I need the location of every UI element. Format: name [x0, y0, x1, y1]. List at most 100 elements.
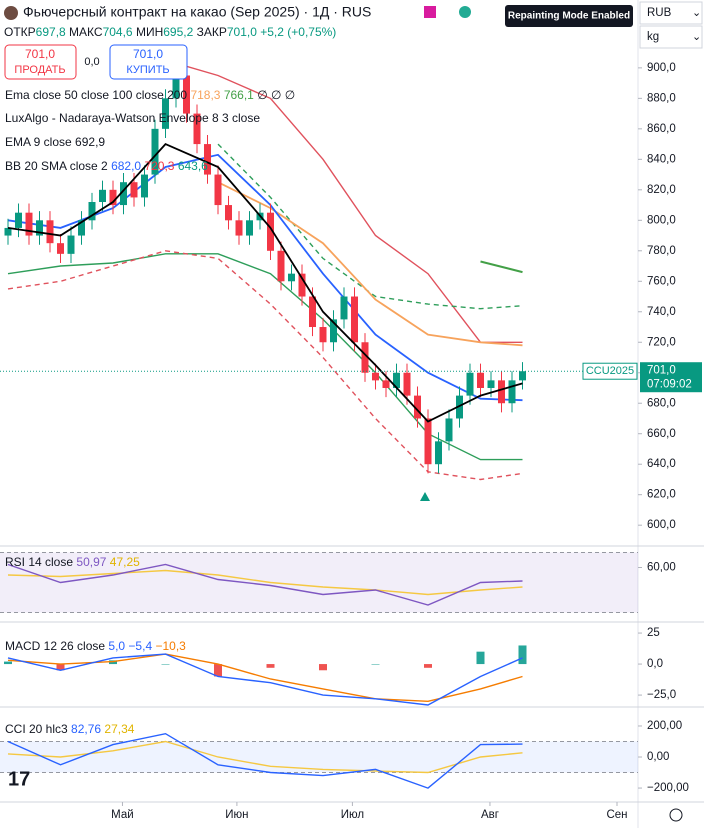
macd-hist-bar [371, 664, 380, 665]
chevron: ⌄ [692, 7, 701, 19]
candle-body [361, 342, 369, 373]
ohlc-change: +5,2 (+0,75%) [260, 25, 336, 39]
candle-body [277, 250, 285, 282]
level-band [0, 741, 638, 773]
legend-title: EMA 9 close [5, 135, 72, 149]
sell-label: ПРОДАТЬ [14, 64, 65, 76]
indicator-line [7, 253, 523, 461]
indicator-line [7, 653, 523, 706]
indicator-line [7, 653, 523, 703]
legend-value: 692,9 [75, 135, 105, 149]
ohlc-label: ОТКР [4, 25, 36, 39]
indicator-line [7, 732, 523, 789]
status-icon[interactable] [459, 6, 471, 18]
candle-body [477, 372, 484, 388]
x-tick-label: Сен [606, 809, 627, 821]
buy-button[interactable] [109, 44, 188, 80]
candle-body [466, 372, 474, 396]
ohlc-value: 695,2 [163, 25, 193, 39]
candle-body [46, 220, 54, 244]
y-tick-label: 840,0 [647, 153, 676, 165]
candle-body [435, 441, 442, 465]
candle-body [382, 380, 390, 388]
candle-body [498, 380, 505, 404]
candle-body [183, 75, 190, 114]
unit: kg [647, 31, 659, 43]
candle-body [246, 220, 253, 236]
legend: RSI 14 close 50,97 47,25 [5, 555, 140, 569]
candle-body [214, 174, 222, 206]
legend-title: Ema close 50 close 100 close 200 [5, 88, 187, 102]
candle-body [235, 220, 243, 236]
candle-body [172, 75, 180, 99]
y-tick-label: 600,0 [647, 519, 676, 531]
candle-body [393, 372, 400, 388]
legend: CCI 20 hlc3 82,76 27,34 [5, 722, 135, 736]
y-tick-label: 0,0 [647, 658, 663, 670]
y-tick-label: −25,0 [647, 689, 676, 701]
title: Фьючерсный контракт на какао (Sep 2025) … [23, 4, 371, 20]
legend-value: 720,3 [144, 159, 174, 173]
legend-value: ∅ ∅ ∅ [257, 88, 295, 102]
candle-body [193, 113, 201, 145]
legend-value: 643,6 [178, 159, 208, 173]
buy-label: КУПИТЬ [126, 64, 169, 76]
indicator-line [217, 181, 523, 347]
macd-hist-bar [4, 661, 12, 665]
badge [505, 5, 633, 27]
candle-body [99, 189, 106, 203]
indicator-line [165, 59, 523, 343]
currency-select[interactable] [639, 1, 703, 25]
macd-hist-bar [214, 664, 222, 677]
price-label: 701,0 [647, 364, 676, 376]
y-tick-label: 720,0 [647, 336, 676, 348]
legend-value: 766,1 [224, 88, 254, 102]
x-tick-label: Май [111, 809, 134, 821]
candle-body [15, 212, 22, 228]
legend-value: 5,0 [108, 639, 125, 653]
marks [0, 59, 638, 789]
y-tick-label: 620,0 [647, 489, 676, 501]
candle-body [120, 182, 127, 206]
y-tick-label: 0,00 [647, 751, 669, 763]
candle-body [78, 220, 85, 236]
candle-body [519, 371, 526, 381]
candle-body [508, 380, 516, 404]
sell-button[interactable] [4, 44, 77, 80]
candle-body [67, 235, 75, 254]
ohlc-label: МАКС [69, 25, 103, 39]
legend-value: 718,3 [190, 88, 220, 102]
candle-body [130, 182, 138, 198]
flag-icon[interactable] [424, 6, 436, 18]
settings-icon[interactable] [669, 808, 683, 822]
legend-value: −10,3 [155, 639, 186, 653]
candle-body [141, 174, 148, 198]
ohlc-value: 704,6 [103, 25, 133, 39]
candle-body [162, 98, 169, 129]
candle-body [403, 372, 411, 396]
legend-title: BB 20 SMA close 2 [5, 159, 108, 173]
tv-logo: 17 [8, 768, 30, 790]
sell-price: 701,0 [25, 47, 55, 61]
currency: RUB [647, 7, 672, 19]
y-tick-label: 760,0 [647, 275, 676, 287]
chevron: ⌄ [692, 31, 701, 43]
candle-body [36, 220, 43, 236]
candle-body [151, 128, 159, 175]
y-tick-label: 860,0 [647, 123, 676, 135]
legend-title: CCI 20 hlc3 [5, 722, 68, 736]
legend-title: RSI 14 close [5, 555, 73, 569]
legend: Ema close 50 close 100 close 200 718,3 7… [5, 88, 295, 102]
price-tag [640, 362, 702, 393]
unit-select[interactable] [639, 25, 703, 49]
candle-body [57, 243, 64, 254]
indicator-line [7, 563, 523, 606]
candle-body [267, 212, 274, 251]
macd-hist-bar [476, 651, 485, 665]
candle-body [424, 418, 432, 465]
candle-body [319, 327, 327, 343]
y-tick-label: 820,0 [647, 184, 676, 196]
level-band [0, 552, 638, 613]
y-tick-label: 640,0 [647, 458, 676, 470]
y-tick-label: 900,0 [647, 62, 676, 74]
